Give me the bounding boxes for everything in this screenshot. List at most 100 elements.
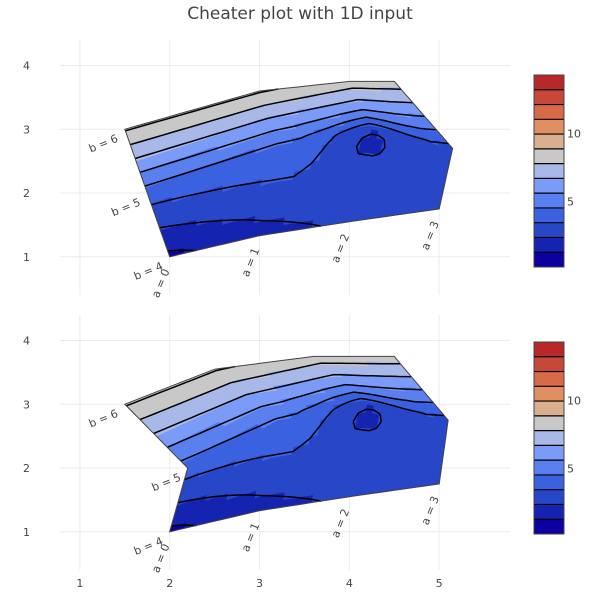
contour-cell bbox=[415, 438, 425, 447]
contour-cell bbox=[428, 451, 437, 458]
colorbar-band bbox=[534, 474, 564, 490]
colorbar-band bbox=[534, 75, 564, 90]
contour-line bbox=[126, 365, 236, 407]
contour-cell bbox=[421, 451, 430, 458]
a-axis-label: a = 2 bbox=[329, 232, 352, 265]
a-axis-label: a = 3 bbox=[419, 494, 442, 527]
x-tick-label: 2 bbox=[166, 577, 173, 590]
y-tick-label: 3 bbox=[23, 123, 30, 136]
y-tick-label: 4 bbox=[23, 335, 30, 348]
colorbar-tick-label: 10 bbox=[567, 128, 581, 141]
colorbar-band bbox=[534, 207, 564, 223]
colorbar-border bbox=[533, 74, 565, 268]
contour-cell bbox=[429, 445, 438, 453]
contour-line bbox=[151, 122, 449, 206]
contour-cell bbox=[420, 457, 429, 464]
contour-cell bbox=[435, 451, 445, 458]
contour-line bbox=[167, 383, 423, 448]
colorbar-band bbox=[534, 163, 564, 179]
contour-cell bbox=[407, 444, 417, 452]
y-tick-label: 2 bbox=[23, 462, 30, 475]
colorbar-band bbox=[534, 148, 564, 164]
contour-cell bbox=[412, 457, 422, 465]
colorbar-band bbox=[534, 460, 564, 475]
contour-cell bbox=[432, 467, 442, 475]
a-axis-label: a = 2 bbox=[329, 507, 352, 540]
b-axis-label: b = 6 bbox=[87, 132, 120, 155]
colorbar-band bbox=[534, 371, 564, 387]
contour-cell bbox=[414, 445, 424, 453]
b-axis-label: b = 6 bbox=[87, 407, 120, 430]
contour-line bbox=[153, 373, 412, 435]
contour-cell bbox=[410, 425, 420, 434]
colorbar-tick-label: 5 bbox=[567, 463, 574, 476]
x-tick-label: 3 bbox=[256, 577, 263, 590]
contour-cell bbox=[401, 437, 411, 446]
contour-line bbox=[134, 98, 413, 160]
contour-cell bbox=[411, 463, 421, 471]
contour-cell bbox=[437, 435, 447, 442]
colorbar-band bbox=[534, 489, 564, 505]
colorbar-band bbox=[534, 504, 564, 520]
contour-cell bbox=[433, 462, 443, 469]
contour-cell bbox=[396, 469, 406, 478]
colorbar-band bbox=[534, 430, 564, 446]
carpet-boundary bbox=[124, 80, 454, 258]
a-axis-label: a = 1 bbox=[239, 246, 262, 279]
contour-cell bbox=[413, 451, 423, 458]
colorbar: 5 10 bbox=[533, 74, 581, 268]
contour-line bbox=[184, 397, 445, 481]
colorbar-band bbox=[534, 89, 564, 105]
y-tick-label: 4 bbox=[23, 60, 30, 73]
x-tick-label: 1 bbox=[76, 577, 83, 590]
chart-title: Cheater plot with 1D input bbox=[187, 4, 413, 24]
contour-cell bbox=[434, 457, 444, 464]
contour-cell bbox=[426, 462, 436, 470]
contour-cell bbox=[410, 469, 420, 477]
contour-cell bbox=[437, 440, 446, 448]
contour-cell bbox=[421, 445, 431, 453]
colorbar-band bbox=[534, 342, 564, 357]
contour-cell bbox=[403, 469, 413, 477]
colorbar-band bbox=[534, 415, 564, 431]
contour-cell bbox=[405, 457, 415, 465]
contour-cell bbox=[425, 468, 435, 475]
colorbar-band bbox=[534, 193, 564, 208]
colorbar-band bbox=[534, 222, 564, 238]
y-tick-label: 1 bbox=[23, 251, 30, 264]
a-axis-label: a = 3 bbox=[419, 219, 442, 252]
contour-cell bbox=[392, 450, 402, 459]
contour-cell bbox=[404, 463, 414, 471]
contour-line bbox=[180, 391, 434, 462]
colorbar-band bbox=[534, 119, 564, 135]
contour-line bbox=[129, 87, 402, 146]
colorbar-tick-label: 5 bbox=[567, 196, 574, 209]
colorbar-tick-label: 10 bbox=[567, 395, 581, 408]
contour-cell bbox=[427, 457, 437, 464]
x-tick-label: 4 bbox=[346, 577, 353, 590]
a-axis-label: a = 1 bbox=[239, 521, 262, 554]
contour-cell bbox=[409, 432, 419, 440]
colorbar-band bbox=[534, 356, 564, 372]
colorbar-band bbox=[534, 445, 564, 461]
contour-cell bbox=[429, 440, 439, 447]
colorbar-band bbox=[534, 237, 564, 253]
contour-line bbox=[125, 88, 279, 132]
colorbar-band bbox=[534, 252, 564, 267]
contour-cell bbox=[423, 433, 433, 441]
contour-cell bbox=[393, 444, 403, 452]
contour-line bbox=[139, 362, 401, 421]
colorbar: 5 10 bbox=[533, 341, 581, 535]
contour-line bbox=[139, 108, 425, 174]
colorbar-band bbox=[534, 134, 564, 149]
contour-cell bbox=[398, 457, 408, 465]
colorbar-band bbox=[534, 104, 564, 120]
colorbar-band bbox=[534, 178, 564, 194]
b-axis-label: b = 5 bbox=[150, 471, 183, 494]
colorbar-band bbox=[534, 519, 564, 534]
contour-cell bbox=[430, 434, 440, 442]
y-tick-label: 3 bbox=[23, 398, 30, 411]
